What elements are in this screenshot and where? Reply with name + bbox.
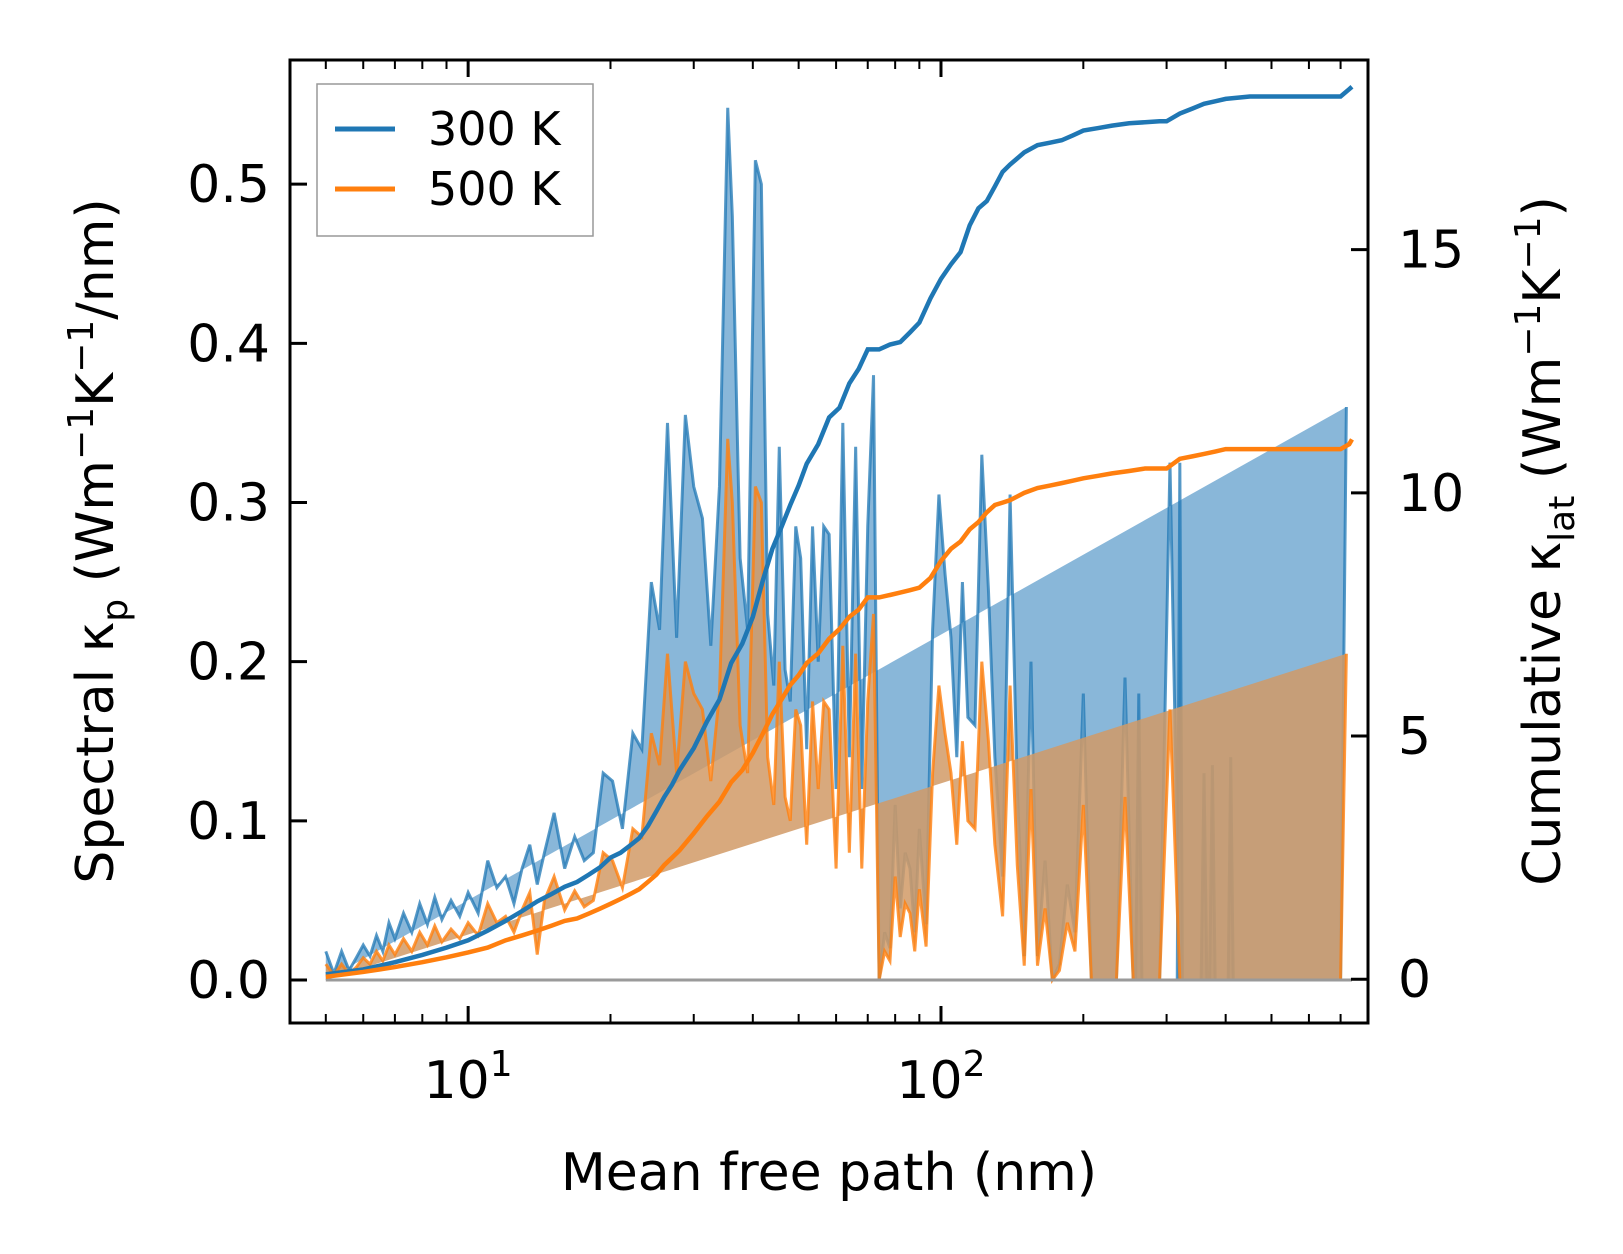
y-tick-label: 0.3 <box>187 474 270 534</box>
y-tick-label: 0.2 <box>187 633 270 693</box>
y2-tick-label: 15 <box>1398 221 1464 281</box>
legend-label-300: 300 K <box>428 102 562 156</box>
ticks <box>290 60 1369 1023</box>
x-axis-title: Mean free path (nm) <box>561 1143 1097 1203</box>
tick-labels: 0.0 0.1 0.2 0.3 0.4 0.5 0 5 10 15 101 102 <box>187 155 1464 1111</box>
y-tick-label: 0.1 <box>187 792 270 852</box>
y-tick-label: 0.4 <box>187 314 270 374</box>
y-tick-label: 0.0 <box>187 951 270 1011</box>
axes-frame <box>288 58 1370 1025</box>
plot-area <box>324 85 1354 985</box>
y2-axis-title: Cumulative κlat (Wm−1K−1) <box>1508 196 1583 886</box>
spectral-500-area <box>325 438 1347 981</box>
x-tick-label: 102 <box>896 1044 985 1111</box>
legend: 300 K 500 K <box>316 83 594 237</box>
cumulative-300-line <box>325 85 1354 977</box>
x-tick-label: 101 <box>424 1044 513 1111</box>
legend-box <box>316 83 594 237</box>
y-tick-label: 0.5 <box>187 155 270 215</box>
cumulative-500-line <box>325 438 1354 980</box>
y2-tick-label: 5 <box>1398 707 1431 767</box>
legend-label-500: 500 K <box>428 162 562 216</box>
y2-tick-label: 0 <box>1398 950 1431 1010</box>
y-axis-title: Spectral κp (Wm−1K−1/nm) <box>61 198 136 883</box>
y2-tick-label: 10 <box>1398 464 1464 524</box>
